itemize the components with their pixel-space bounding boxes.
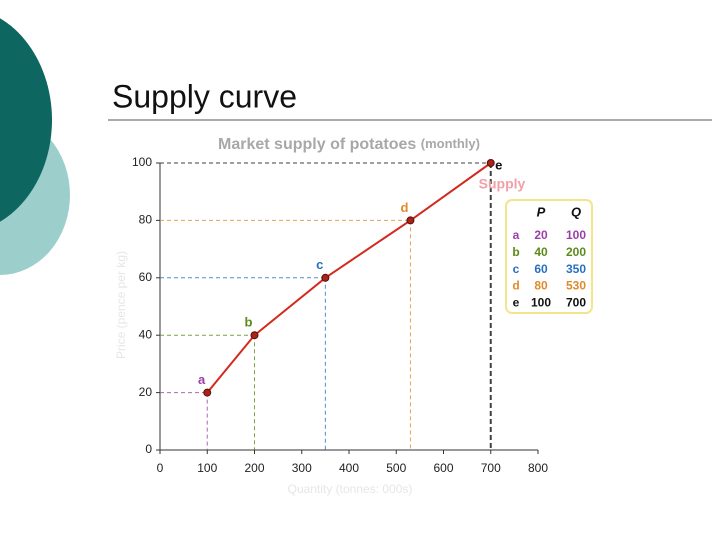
x-tick-label: 400 xyxy=(339,461,359,475)
table-quantity: 700 xyxy=(566,295,586,309)
x-tick-label: 100 xyxy=(197,461,217,475)
y-tick-label: 0 xyxy=(145,442,152,456)
supply-line xyxy=(206,162,492,394)
slide-title: Supply curve xyxy=(112,78,297,114)
table-row-label: b xyxy=(512,245,519,259)
y-tick-label: 40 xyxy=(139,327,153,341)
point-label: e xyxy=(495,157,502,172)
table-header: P xyxy=(537,204,546,219)
series-label: Supply xyxy=(479,176,526,192)
table-price: 100 xyxy=(531,295,551,309)
data-point xyxy=(203,388,212,397)
y-tick-label: 80 xyxy=(139,213,153,227)
table-row-label: c xyxy=(513,262,520,276)
data-point xyxy=(250,331,259,340)
table-price: 40 xyxy=(534,245,548,259)
y-tick-label: 60 xyxy=(139,270,153,284)
data-table-box xyxy=(505,199,593,314)
chart-title: Market supply of potatoes (monthly) xyxy=(218,136,480,153)
chart-subtitle: (monthly) xyxy=(421,136,480,151)
table-header: Q xyxy=(571,204,581,219)
data-point xyxy=(321,273,330,282)
x-tick-label: 600 xyxy=(433,461,453,475)
table-row-label: d xyxy=(512,279,519,293)
point-label: d xyxy=(400,200,408,215)
table-row-label: a xyxy=(513,228,520,242)
y-tick-label: 20 xyxy=(139,385,153,399)
table-price: 80 xyxy=(534,279,548,293)
data-point xyxy=(406,216,415,225)
table-price: 60 xyxy=(534,262,548,276)
point-label: b xyxy=(245,315,253,330)
table-quantity: 530 xyxy=(566,279,586,293)
x-tick-label: 0 xyxy=(157,461,164,475)
table-quantity: 200 xyxy=(566,245,586,259)
chart-title-main: Market supply of potatoes xyxy=(218,136,416,153)
x-tick-label: 800 xyxy=(528,461,548,475)
x-tick-label: 300 xyxy=(292,461,312,475)
x-tick-label: 700 xyxy=(481,461,501,475)
point-label: c xyxy=(316,257,323,272)
decor-circle-dark xyxy=(0,18,52,222)
data-point xyxy=(486,159,495,167)
x-tick-label: 200 xyxy=(244,461,264,475)
point-label: a xyxy=(198,372,206,387)
x-axis-label: Quantity (tonnes: 000s) xyxy=(288,482,413,496)
y-tick-label: 100 xyxy=(132,155,152,169)
table-quantity: 350 xyxy=(566,262,586,276)
y-axis-label: Price (pence per kg) xyxy=(114,251,128,359)
table-row-label: e xyxy=(513,295,520,309)
table-quantity: 100 xyxy=(566,228,586,242)
table-price: 20 xyxy=(534,228,548,242)
x-tick-label: 500 xyxy=(386,461,406,475)
